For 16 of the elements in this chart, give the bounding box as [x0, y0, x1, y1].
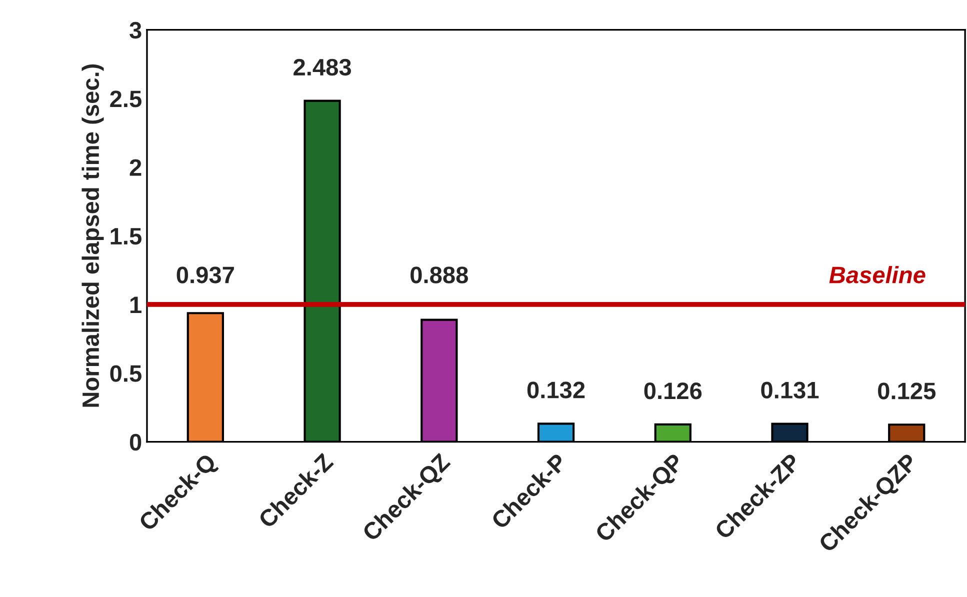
y-tick-label: 0.5 [110, 365, 142, 382]
y-tick-label: 1 [130, 296, 142, 314]
data-label: 0.888 [410, 266, 468, 284]
y-tick-label: 0 [130, 434, 142, 451]
data-label: 2.483 [294, 58, 351, 76]
data-label: 0.131 [761, 382, 819, 399]
data-label: 0.126 [644, 382, 702, 400]
data-label: 0.125 [878, 382, 936, 400]
ref-line-label: Baseline [829, 266, 926, 284]
y-tick-label: 2.5 [110, 90, 142, 108]
data-label: 0.937 [176, 266, 234, 284]
data-label: 0.132 [527, 382, 585, 398]
y-tick-label: 3 [130, 22, 142, 39]
y-axis-title: Normalized elapsed time (sec.) [82, 64, 104, 407]
y-tick-label: 1.5 [110, 228, 142, 245]
y-tick-label: 2 [130, 159, 142, 176]
